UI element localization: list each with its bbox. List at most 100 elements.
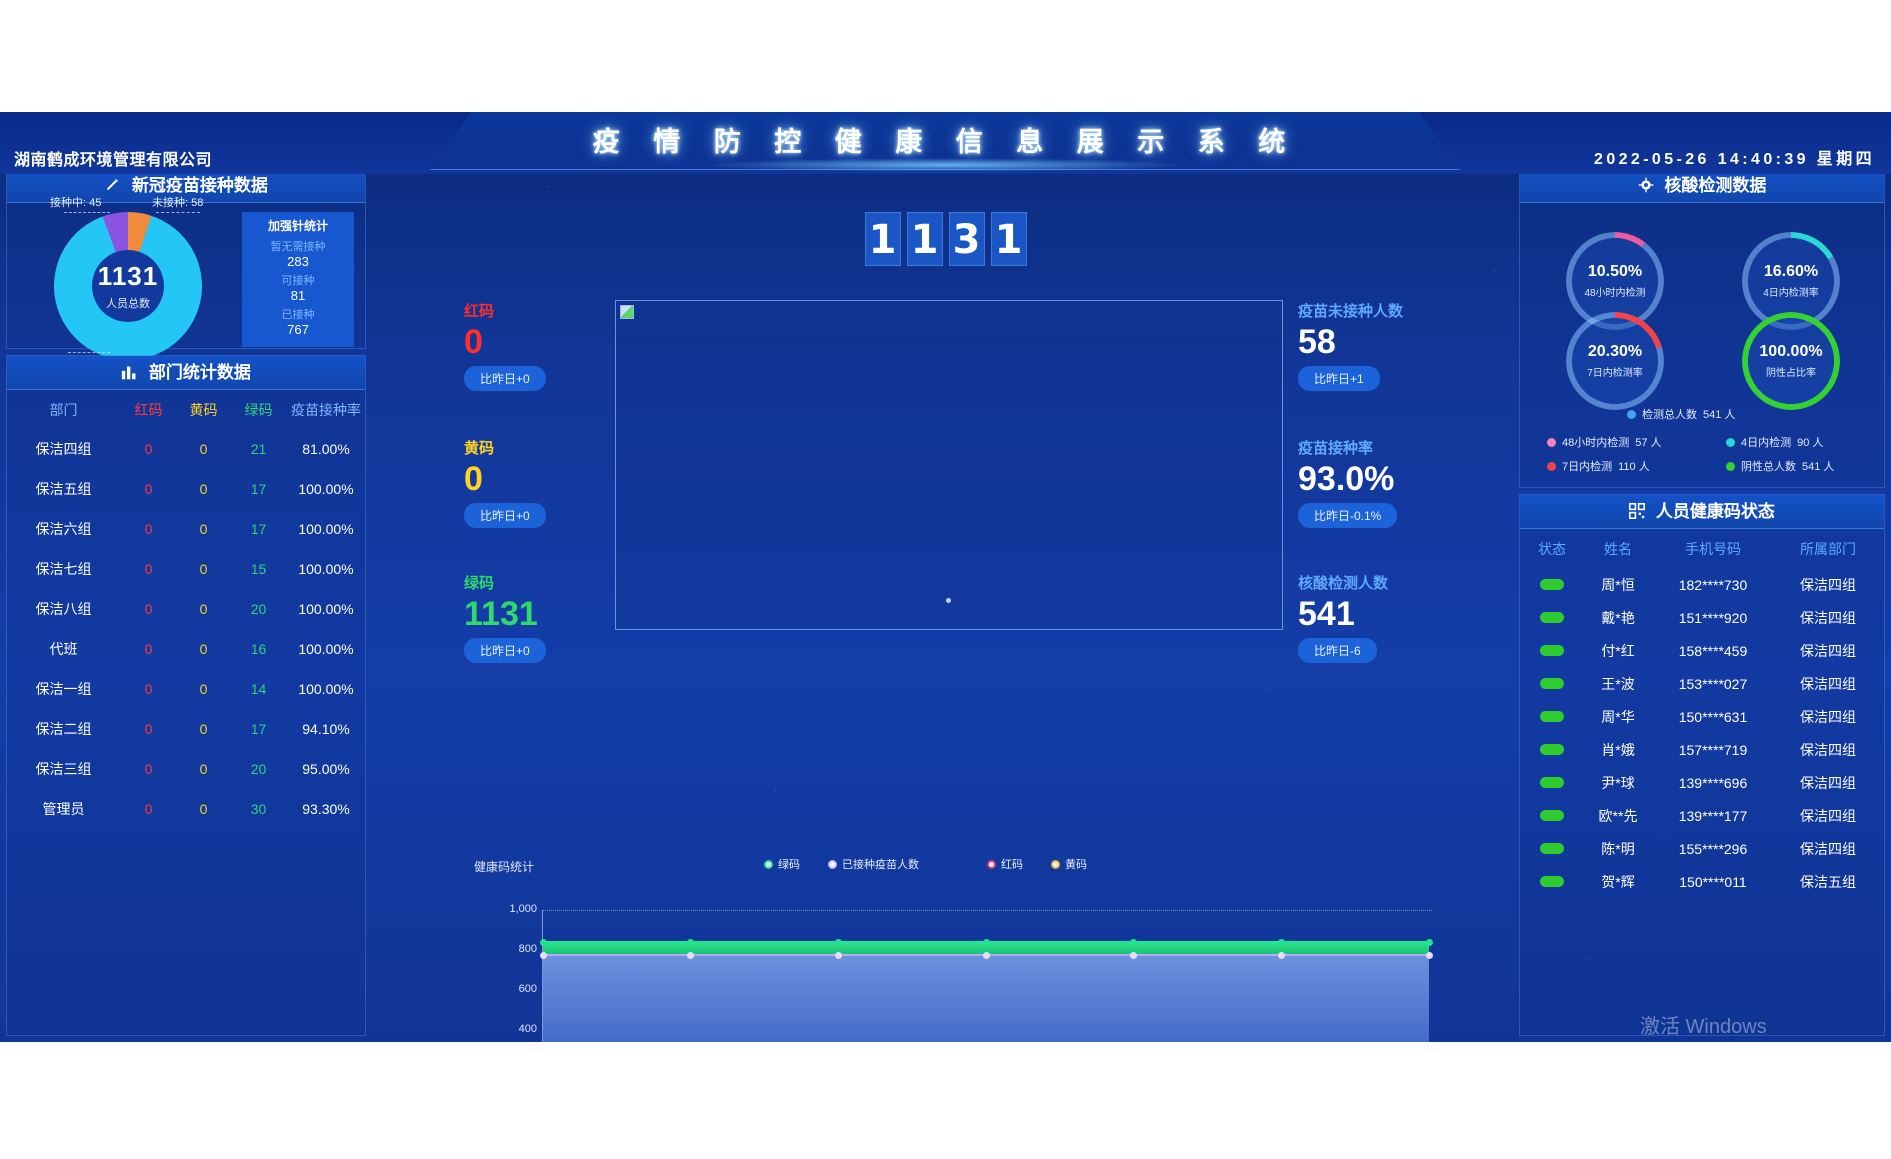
stat-title: 红码 [464, 303, 495, 320]
donut-ring [54, 212, 202, 360]
booster-label-0: 暂无需接种 [270, 241, 326, 253]
pen-icon [104, 171, 121, 205]
legend-value: 541 人 [1802, 461, 1835, 473]
col-header-name: 姓名 [1604, 541, 1632, 557]
cell-rate: 81.00% [302, 441, 350, 457]
donut-center: 1131 人员总数 [54, 212, 202, 360]
cell-green: 17 [250, 481, 267, 497]
y-tick-400: 400 [518, 1023, 537, 1035]
table-row[interactable]: 保洁八组 0 0 20 100.00% [6, 589, 366, 629]
chart-point [834, 939, 842, 946]
cell-green: 17 [250, 521, 267, 537]
table-row[interactable]: 管理员 0 0 30 93.30% [6, 789, 366, 829]
legend-marker [764, 859, 773, 869]
booster-value-1: 81 [290, 288, 306, 303]
chart-legend-item-vaccinated[interactable]: 已接种疫苗人数 [828, 856, 919, 872]
list-item[interactable]: 欧**先 139****177 保洁四组 [1519, 799, 1885, 832]
y-tick-800: 800 [518, 943, 537, 955]
video-indicator-dot [946, 598, 951, 603]
chart-point [1130, 939, 1138, 946]
cell-rate: 95.00% [302, 761, 350, 777]
list-item[interactable]: 戴*艳 151****920 保洁四组 [1519, 601, 1885, 634]
legend-marker [987, 859, 996, 869]
cell-dept: 保洁二组 [35, 721, 92, 737]
stat-unvaccinated-count: 疫苗未接种人数 58 比昨日+1 [1298, 300, 1443, 391]
chart-point [1425, 952, 1433, 959]
cell-name: 陈*明 [1601, 840, 1635, 857]
table-row[interactable]: 保洁二组 0 0 17 94.10% [6, 709, 366, 749]
legend-dot [1547, 461, 1556, 471]
header-glow [700, 158, 1190, 172]
qr-code-icon [1629, 497, 1646, 531]
list-item[interactable]: 尹*球 139****696 保洁四组 [1519, 766, 1885, 799]
chart-legend-item-green[interactable]: 绿码 [764, 856, 800, 872]
list-item[interactable]: 陈*明 155****296 保洁四组 [1519, 832, 1885, 865]
list-item[interactable]: 贺*辉 150****011 保洁五组 [1519, 865, 1885, 898]
cell-yellow: 0 [199, 561, 208, 577]
counter-digit: 3 [948, 212, 985, 266]
legend-marker [828, 859, 837, 869]
cell-name: 戴*艳 [1601, 609, 1635, 626]
cell-red: 0 [144, 641, 153, 657]
chart-legend-item-yellow[interactable]: 黄码 [1051, 856, 1087, 872]
table-row[interactable]: 保洁五组 0 0 17 100.00% [6, 469, 366, 509]
booster-label-2: 已接种 [281, 309, 315, 321]
cell-red: 0 [144, 481, 153, 497]
cell-name: 贺*辉 [1601, 873, 1635, 890]
status-badge [1540, 611, 1564, 623]
cell-red: 0 [144, 561, 153, 577]
cell-yellow: 0 [199, 681, 208, 697]
nucleic-panel-title: 核酸检测数据 [1664, 176, 1767, 195]
health-code-panel: 人员健康码状态 [1519, 494, 1885, 1036]
bar-chart-icon [121, 358, 138, 392]
list-item[interactable]: 王*波 153****027 保洁四组 [1519, 667, 1885, 700]
list-item[interactable]: 肖*娥 157****719 保洁四组 [1519, 733, 1885, 766]
cell-rate: 100.00% [298, 681, 354, 697]
legend-label: 红码 [1001, 859, 1023, 871]
cell-name: 付*红 [1601, 642, 1635, 659]
series-band-green [543, 942, 1429, 955]
nucleic-legend-total: 检测总人数 541 人 [1627, 406, 1735, 422]
table-row[interactable]: 保洁七组 0 0 15 100.00% [6, 549, 366, 589]
table-row[interactable]: 代班 0 0 16 100.00% [6, 629, 366, 669]
table-row[interactable]: 保洁六组 0 0 17 100.00% [6, 509, 366, 549]
legend-dot [1726, 461, 1735, 471]
counter-digit: 1 [864, 212, 901, 266]
booster-label-1: 可接种 [281, 275, 315, 287]
stat-delta-badge: 比昨日-0.1% [1298, 503, 1398, 528]
cell-yellow: 0 [199, 761, 208, 777]
cell-yellow: 0 [199, 441, 208, 457]
cell-yellow: 0 [199, 521, 208, 537]
table-row[interactable]: 保洁三组 0 0 20 95.00% [6, 749, 366, 789]
cell-status [1519, 808, 1585, 824]
stat-delta-badge: 比昨日+0 [464, 366, 546, 391]
cell-yellow: 0 [199, 801, 208, 817]
list-item[interactable]: 周*恒 182****730 保洁四组 [1519, 568, 1885, 601]
donut-leader-line [64, 212, 110, 213]
col-header-dept: 部门 [49, 402, 78, 418]
cell-status [1519, 610, 1585, 626]
cell-rate: 100.00% [298, 561, 354, 577]
list-item[interactable]: 付*红 158****459 保洁四组 [1519, 634, 1885, 667]
chart-legend-item-red[interactable]: 红码 [987, 856, 1023, 872]
table-row[interactable]: 保洁四组 0 0 21 81.00% [6, 429, 366, 469]
watermark-line-2: 转到"设置"以激活 Windows。 [1640, 1041, 1810, 1042]
table-row[interactable]: 保洁一组 0 0 14 100.00% [6, 669, 366, 709]
list-item[interactable]: 周*华 150****631 保洁四组 [1519, 700, 1885, 733]
cell-green: 20 [250, 761, 267, 777]
status-badge [1540, 677, 1564, 689]
video-placeholder[interactable] [615, 300, 1283, 630]
cell-dept: 保洁四组 [1800, 609, 1856, 626]
cell-status [1519, 676, 1585, 692]
cell-rate: 94.10% [302, 721, 350, 737]
cell-dept: 保洁四组 [1800, 741, 1856, 758]
cell-green: 30 [250, 801, 267, 817]
counter-digit: 1 [990, 212, 1027, 266]
stat-value: 1131 [464, 595, 538, 633]
legend-label: 4日内检测 [1741, 437, 1792, 449]
chart-point [982, 952, 990, 959]
vaccination-panel-title: 新冠疫苗接种数据 [131, 176, 268, 195]
cell-name: 周*华 [1601, 708, 1635, 725]
